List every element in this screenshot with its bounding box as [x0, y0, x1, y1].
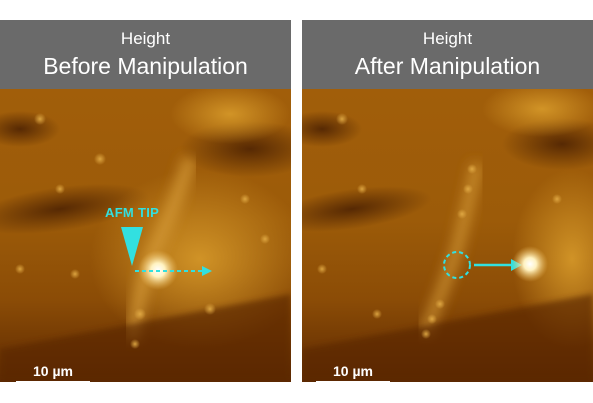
panel-title: After Manipulation	[354, 53, 541, 79]
panel-subtitle: Height	[120, 29, 171, 48]
scale-bar-label: 10 µm	[333, 363, 373, 379]
origin-position-marker	[443, 251, 471, 279]
afm-tip-marker	[121, 227, 143, 266]
scale-bar-label: 10 µm	[33, 363, 73, 379]
afm-height-image	[302, 89, 593, 382]
panel-after: Height After Manipulation	[302, 20, 593, 382]
scale-bar	[16, 381, 90, 382]
panel-header: Height Before Manipulation	[0, 20, 291, 89]
scale-bar	[316, 381, 390, 382]
afm-tip-label: AFM TIP	[105, 205, 160, 220]
panel-header: Height After Manipulation	[302, 20, 593, 89]
afm-height-image	[0, 89, 291, 382]
panel-title: Before Manipulation	[43, 53, 248, 79]
panel-before: Height Before Manipulation	[0, 20, 291, 382]
panel-subtitle: Height	[422, 29, 473, 48]
